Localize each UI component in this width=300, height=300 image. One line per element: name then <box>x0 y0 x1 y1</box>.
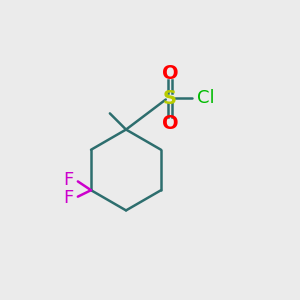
Text: O: O <box>162 64 178 83</box>
Text: F: F <box>63 172 74 190</box>
Text: S: S <box>163 89 177 108</box>
Text: Cl: Cl <box>197 89 214 107</box>
Text: F: F <box>63 189 74 207</box>
Text: O: O <box>162 114 178 133</box>
